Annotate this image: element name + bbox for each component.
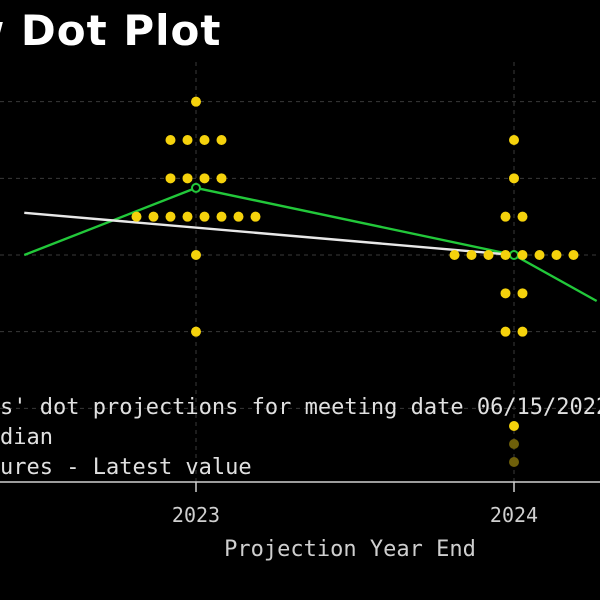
projection-dot	[182, 173, 193, 184]
projection-dot	[500, 326, 511, 337]
projection-dot	[199, 211, 210, 222]
projection-dot	[191, 326, 201, 337]
projection-dot	[509, 173, 519, 184]
legend-entry-label: s' dot projections for meeting date 06/1…	[0, 395, 600, 420]
median-marker	[509, 250, 519, 260]
series-lines	[23, 182, 598, 303]
projection-dot	[250, 211, 261, 222]
projection-dot	[500, 211, 511, 222]
chart-title: ew Dot Plot	[0, 6, 222, 55]
projection-dot	[466, 250, 477, 260]
legend-marker	[509, 421, 519, 431]
projection-dot	[165, 211, 176, 222]
projection-dot	[182, 211, 193, 222]
projection-dot	[199, 173, 210, 184]
legend: s' dot projections for meeting date 06/1…	[0, 395, 600, 480]
grid-layer	[0, 62, 600, 482]
projection-dot	[182, 134, 193, 145]
x-ticks: 2023 2024	[172, 482, 538, 527]
projection-dots	[131, 96, 579, 337]
x-axis-label: Projection Year End	[224, 537, 476, 562]
projection-dot	[148, 211, 159, 222]
projection-dot	[216, 134, 227, 145]
projection-dot	[509, 134, 519, 145]
projection-dot	[551, 250, 562, 260]
x-tick-label: 2023	[172, 503, 220, 527]
projection-dot	[534, 250, 545, 260]
x-tick-label: 2024	[490, 503, 538, 527]
legend-entry-label: dian	[0, 425, 53, 450]
projection-dot	[216, 211, 227, 222]
projection-dot	[500, 288, 511, 299]
projection-dot	[568, 250, 579, 260]
projection-dot	[191, 96, 201, 107]
projection-dot	[165, 134, 176, 145]
series-line	[23, 186, 598, 303]
series-line	[24, 211, 515, 257]
projection-dot	[517, 211, 528, 222]
projection-dot	[191, 250, 201, 260]
projection-dot	[500, 250, 511, 260]
projection-dot	[216, 173, 227, 184]
legend-marker	[509, 457, 519, 467]
legend-entry-label: ures - Latest value	[0, 455, 252, 480]
projection-dot	[449, 250, 460, 260]
projection-dot	[517, 326, 528, 337]
projection-dot	[517, 288, 528, 299]
median-marker	[191, 182, 201, 193]
projection-dot	[165, 173, 176, 184]
legend-marker	[509, 439, 519, 449]
projection-dot	[483, 250, 494, 260]
projection-dot	[131, 211, 142, 222]
projection-dot	[199, 134, 210, 145]
projection-dot	[233, 211, 244, 222]
projection-dot	[517, 250, 528, 260]
